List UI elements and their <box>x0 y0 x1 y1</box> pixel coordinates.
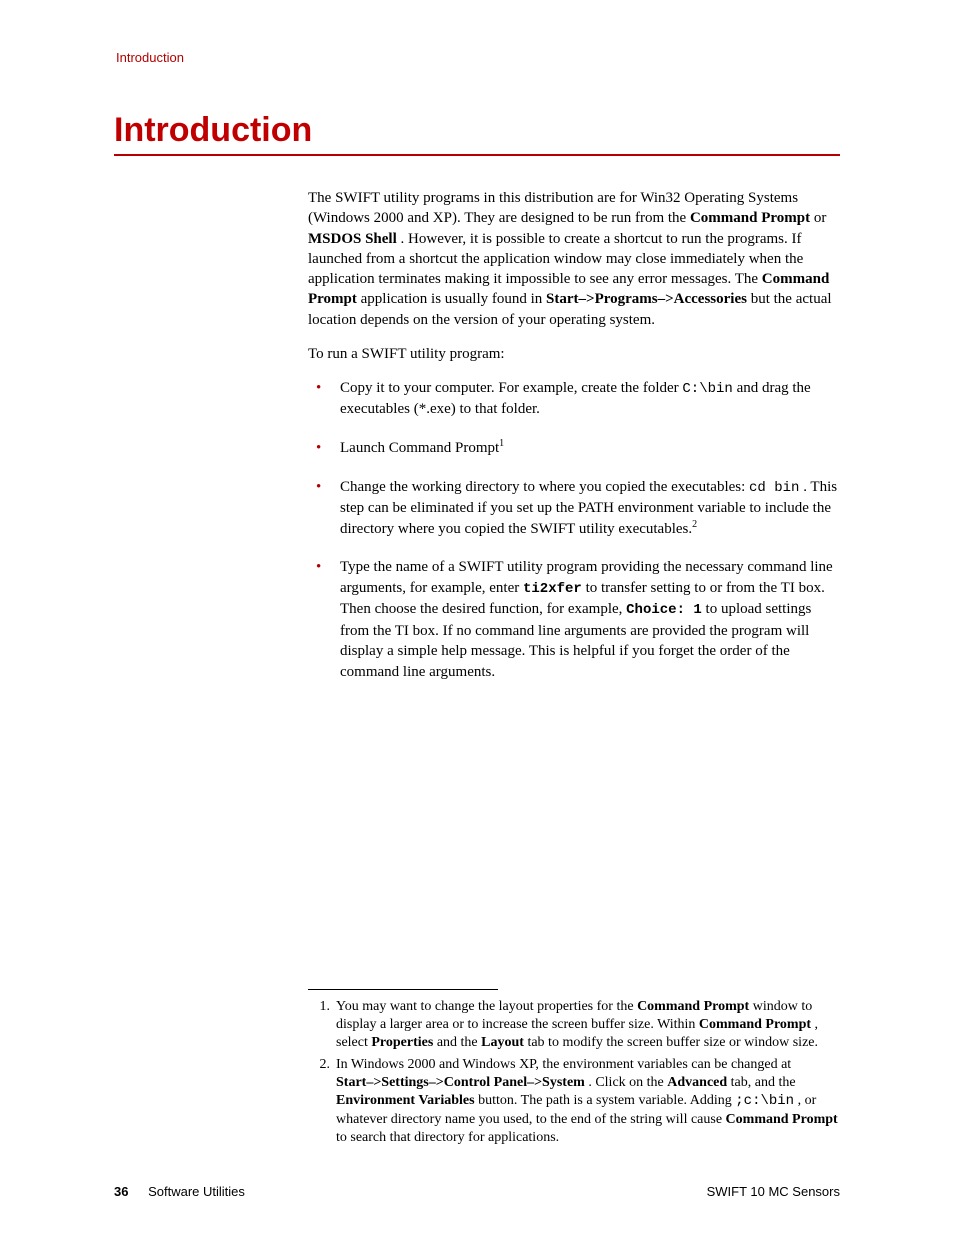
list-item: Launch Command Prompt1 <box>308 438 840 459</box>
bold-text: Environment Variables <box>336 1093 475 1108</box>
text: tab to modify the screen buffer size or … <box>527 1035 818 1050</box>
code-text: ti2xfer <box>523 581 582 597</box>
footer-section: Software Utilities <box>148 1184 245 1199</box>
bold-text: Command Prompt <box>690 210 810 226</box>
intro-paragraph-2: To run a SWIFT utility program: <box>308 344 840 364</box>
text: and the <box>437 1035 481 1050</box>
text: Launch <box>340 440 389 456</box>
footnote-body: You may want to change the layout proper… <box>336 998 840 1053</box>
text: tab, and the <box>731 1075 796 1090</box>
footnote-ref: 2 <box>692 519 697 530</box>
page-number: 36 <box>114 1184 128 1199</box>
bold-text: Command Prompt <box>637 999 749 1014</box>
footer-left: 36 Software Utilities <box>114 1184 245 1199</box>
text: application is usually found in <box>361 291 546 307</box>
bold-text: Advanced <box>667 1075 727 1090</box>
page-footer: 36 Software Utilities SWIFT 10 MC Sensor… <box>114 1184 840 1199</box>
bold-text: PATH <box>578 500 614 516</box>
section-title: Introduction <box>114 111 840 156</box>
text: to search that directory for application… <box>336 1130 559 1145</box>
bold-text: Command Prompt <box>699 1017 811 1032</box>
footnote-separator <box>308 989 498 990</box>
code-text: ;c:\bin <box>735 1093 794 1109</box>
footnote-number: 2. <box>308 1056 336 1147</box>
list-item: Copy it to your computer. For example, c… <box>308 378 840 420</box>
text: . Click on the <box>588 1075 667 1090</box>
bold-text: Layout <box>481 1035 524 1050</box>
running-header: Introduction <box>116 50 840 65</box>
body-column: The SWIFT utility programs in this distr… <box>308 188 840 683</box>
bold-text: MSDOS Shell <box>308 231 397 247</box>
bold-text: Start–>Settings–>Control Panel–>System <box>336 1075 585 1090</box>
footnote-body: In Windows 2000 and Windows XP, the envi… <box>336 1056 840 1147</box>
code-text: C:\bin <box>682 381 732 397</box>
intro-paragraph-1: The SWIFT utility programs in this distr… <box>308 188 840 330</box>
code-text: Choice: 1 <box>626 602 702 618</box>
bold-text: Command Prompt <box>389 440 499 456</box>
text: You may want to change the layout proper… <box>336 999 637 1014</box>
list-item: Type the name of a SWIFT utility program… <box>308 557 840 682</box>
text: button. The path is a system variable. A… <box>478 1093 735 1108</box>
page: Introduction Introduction The SWIFT util… <box>0 0 954 1235</box>
footnote-ref: 1 <box>499 438 504 449</box>
footer-right: SWIFT 10 MC Sensors <box>707 1184 840 1199</box>
code-text: cd bin <box>749 480 799 496</box>
list-item: Change the working directory to where yo… <box>308 477 840 540</box>
footnotes-block: 1. You may want to change the layout pro… <box>308 989 840 1152</box>
footnote-2: 2. In Windows 2000 and Windows XP, the e… <box>308 1056 840 1147</box>
bold-text: Start–>Programs–>Accessories <box>546 291 747 307</box>
text: or <box>814 210 827 226</box>
bullet-list: Copy it to your computer. For example, c… <box>308 378 840 683</box>
text: Copy it to your computer. For example, c… <box>340 380 682 396</box>
text: Change the working directory to where yo… <box>340 479 749 495</box>
footnote-1: 1. You may want to change the layout pro… <box>308 998 840 1053</box>
text: In Windows 2000 and Windows XP, the envi… <box>336 1057 791 1072</box>
footnote-number: 1. <box>308 998 336 1053</box>
bold-text: Command Prompt <box>726 1112 838 1127</box>
bold-text: Properties <box>371 1035 433 1050</box>
